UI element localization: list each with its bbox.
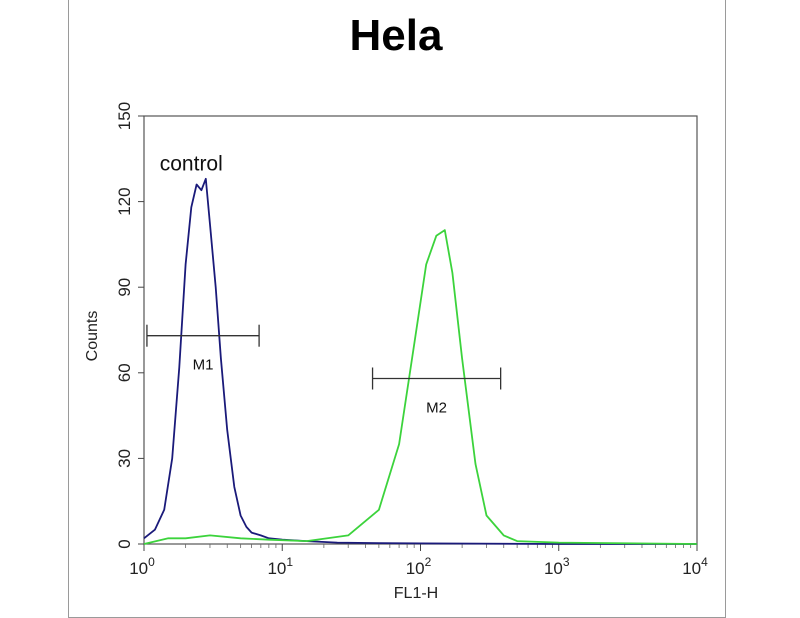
y-axis-label: Counts xyxy=(84,311,101,362)
y-tick-label: 0 xyxy=(115,539,134,548)
x-tick-base: 10 xyxy=(682,559,701,578)
x-tick-exponent: 1 xyxy=(286,555,293,569)
x-tick-exponent: 2 xyxy=(425,555,432,569)
gate-marker-label: M2 xyxy=(426,400,447,417)
y-tick-label: 150 xyxy=(115,102,134,130)
gate-marker-label: M1 xyxy=(193,357,214,374)
x-tick-label: 100 xyxy=(129,555,155,578)
x-tick-exponent: 0 xyxy=(148,555,155,569)
chart-title: Hela xyxy=(350,11,443,60)
x-tick-label: 103 xyxy=(544,555,570,578)
x-tick-base: 10 xyxy=(267,559,286,578)
series-line-0 xyxy=(144,179,697,544)
y-axis-ticks: 0 30 60 90 120 150 xyxy=(115,102,144,549)
x-tick-base: 10 xyxy=(544,559,563,578)
control-annotation: control xyxy=(160,153,223,176)
y-tick-label: 120 xyxy=(115,187,134,215)
series-layer xyxy=(144,179,697,544)
x-tick-label: 101 xyxy=(267,555,293,578)
x-tick-exponent: 4 xyxy=(701,555,708,569)
y-tick-label: 30 xyxy=(115,449,134,468)
gate-marker: M1 xyxy=(147,325,259,374)
x-tick-exponent: 3 xyxy=(563,555,570,569)
plot-area-border xyxy=(144,116,697,544)
series-line-1 xyxy=(144,230,697,544)
y-tick-label: 60 xyxy=(115,363,134,382)
x-tick-label: 102 xyxy=(406,555,432,578)
x-tick-base: 10 xyxy=(129,559,148,578)
x-axis-ticks: 100 101 102 103 104 xyxy=(129,544,708,578)
y-tick-label: 90 xyxy=(115,278,134,297)
x-tick-label: 104 xyxy=(682,555,708,578)
gate-marker: M2 xyxy=(373,368,501,417)
x-axis-label: FL1-H xyxy=(394,585,438,600)
gate-markers: M1 M2 xyxy=(147,325,501,417)
x-tick-base: 10 xyxy=(406,559,425,578)
